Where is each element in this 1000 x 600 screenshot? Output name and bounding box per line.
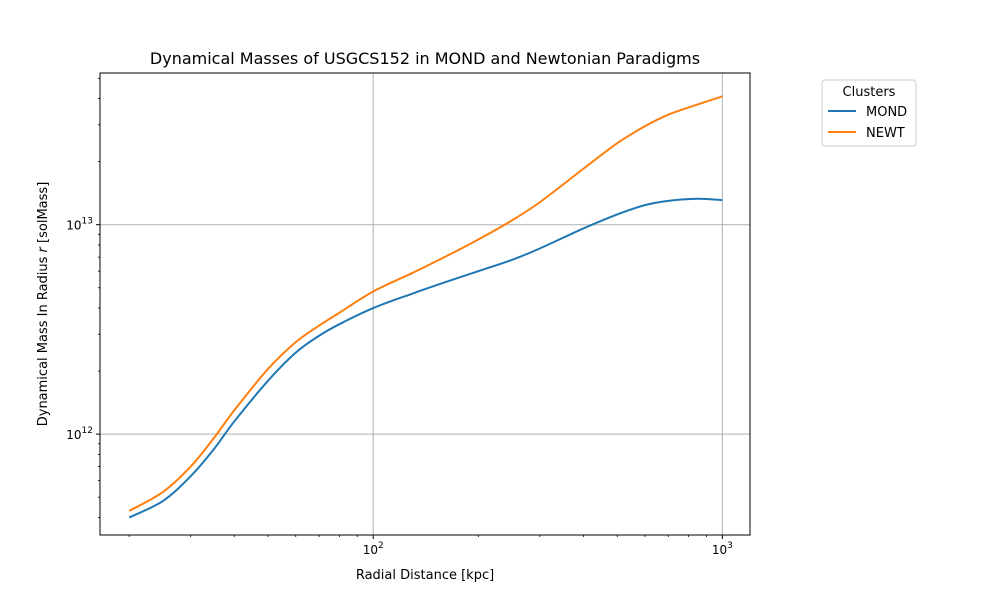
x-axis-label: Radial Distance [kpc] — [356, 568, 494, 583]
series-line-newt — [128, 95, 723, 512]
x-tick-label: 102 — [363, 541, 384, 557]
chart-title: Dynamical Masses of USGCS152 in MOND and… — [150, 49, 700, 68]
x-tick-label: 103 — [712, 541, 733, 557]
plot-series — [128, 95, 723, 519]
legend-label-newt: NEWT — [866, 126, 905, 141]
legend: Clusters MOND NEWT — [821, 79, 917, 147]
legend-title: Clusters — [843, 85, 896, 100]
series-line-mond — [128, 197, 723, 519]
axis-ticks: 102 103 1012 1013 — [66, 77, 733, 557]
plot-frame — [99, 72, 751, 536]
y-tick-label: 1013 — [66, 217, 93, 233]
y-axis-label: Dynamical Mass In Radius r [solMass] — [36, 182, 51, 427]
legend-box — [821, 79, 917, 147]
legend-label-mond: MOND — [866, 105, 907, 120]
y-tick-label: 1012 — [66, 426, 93, 442]
grid — [100, 73, 750, 535]
